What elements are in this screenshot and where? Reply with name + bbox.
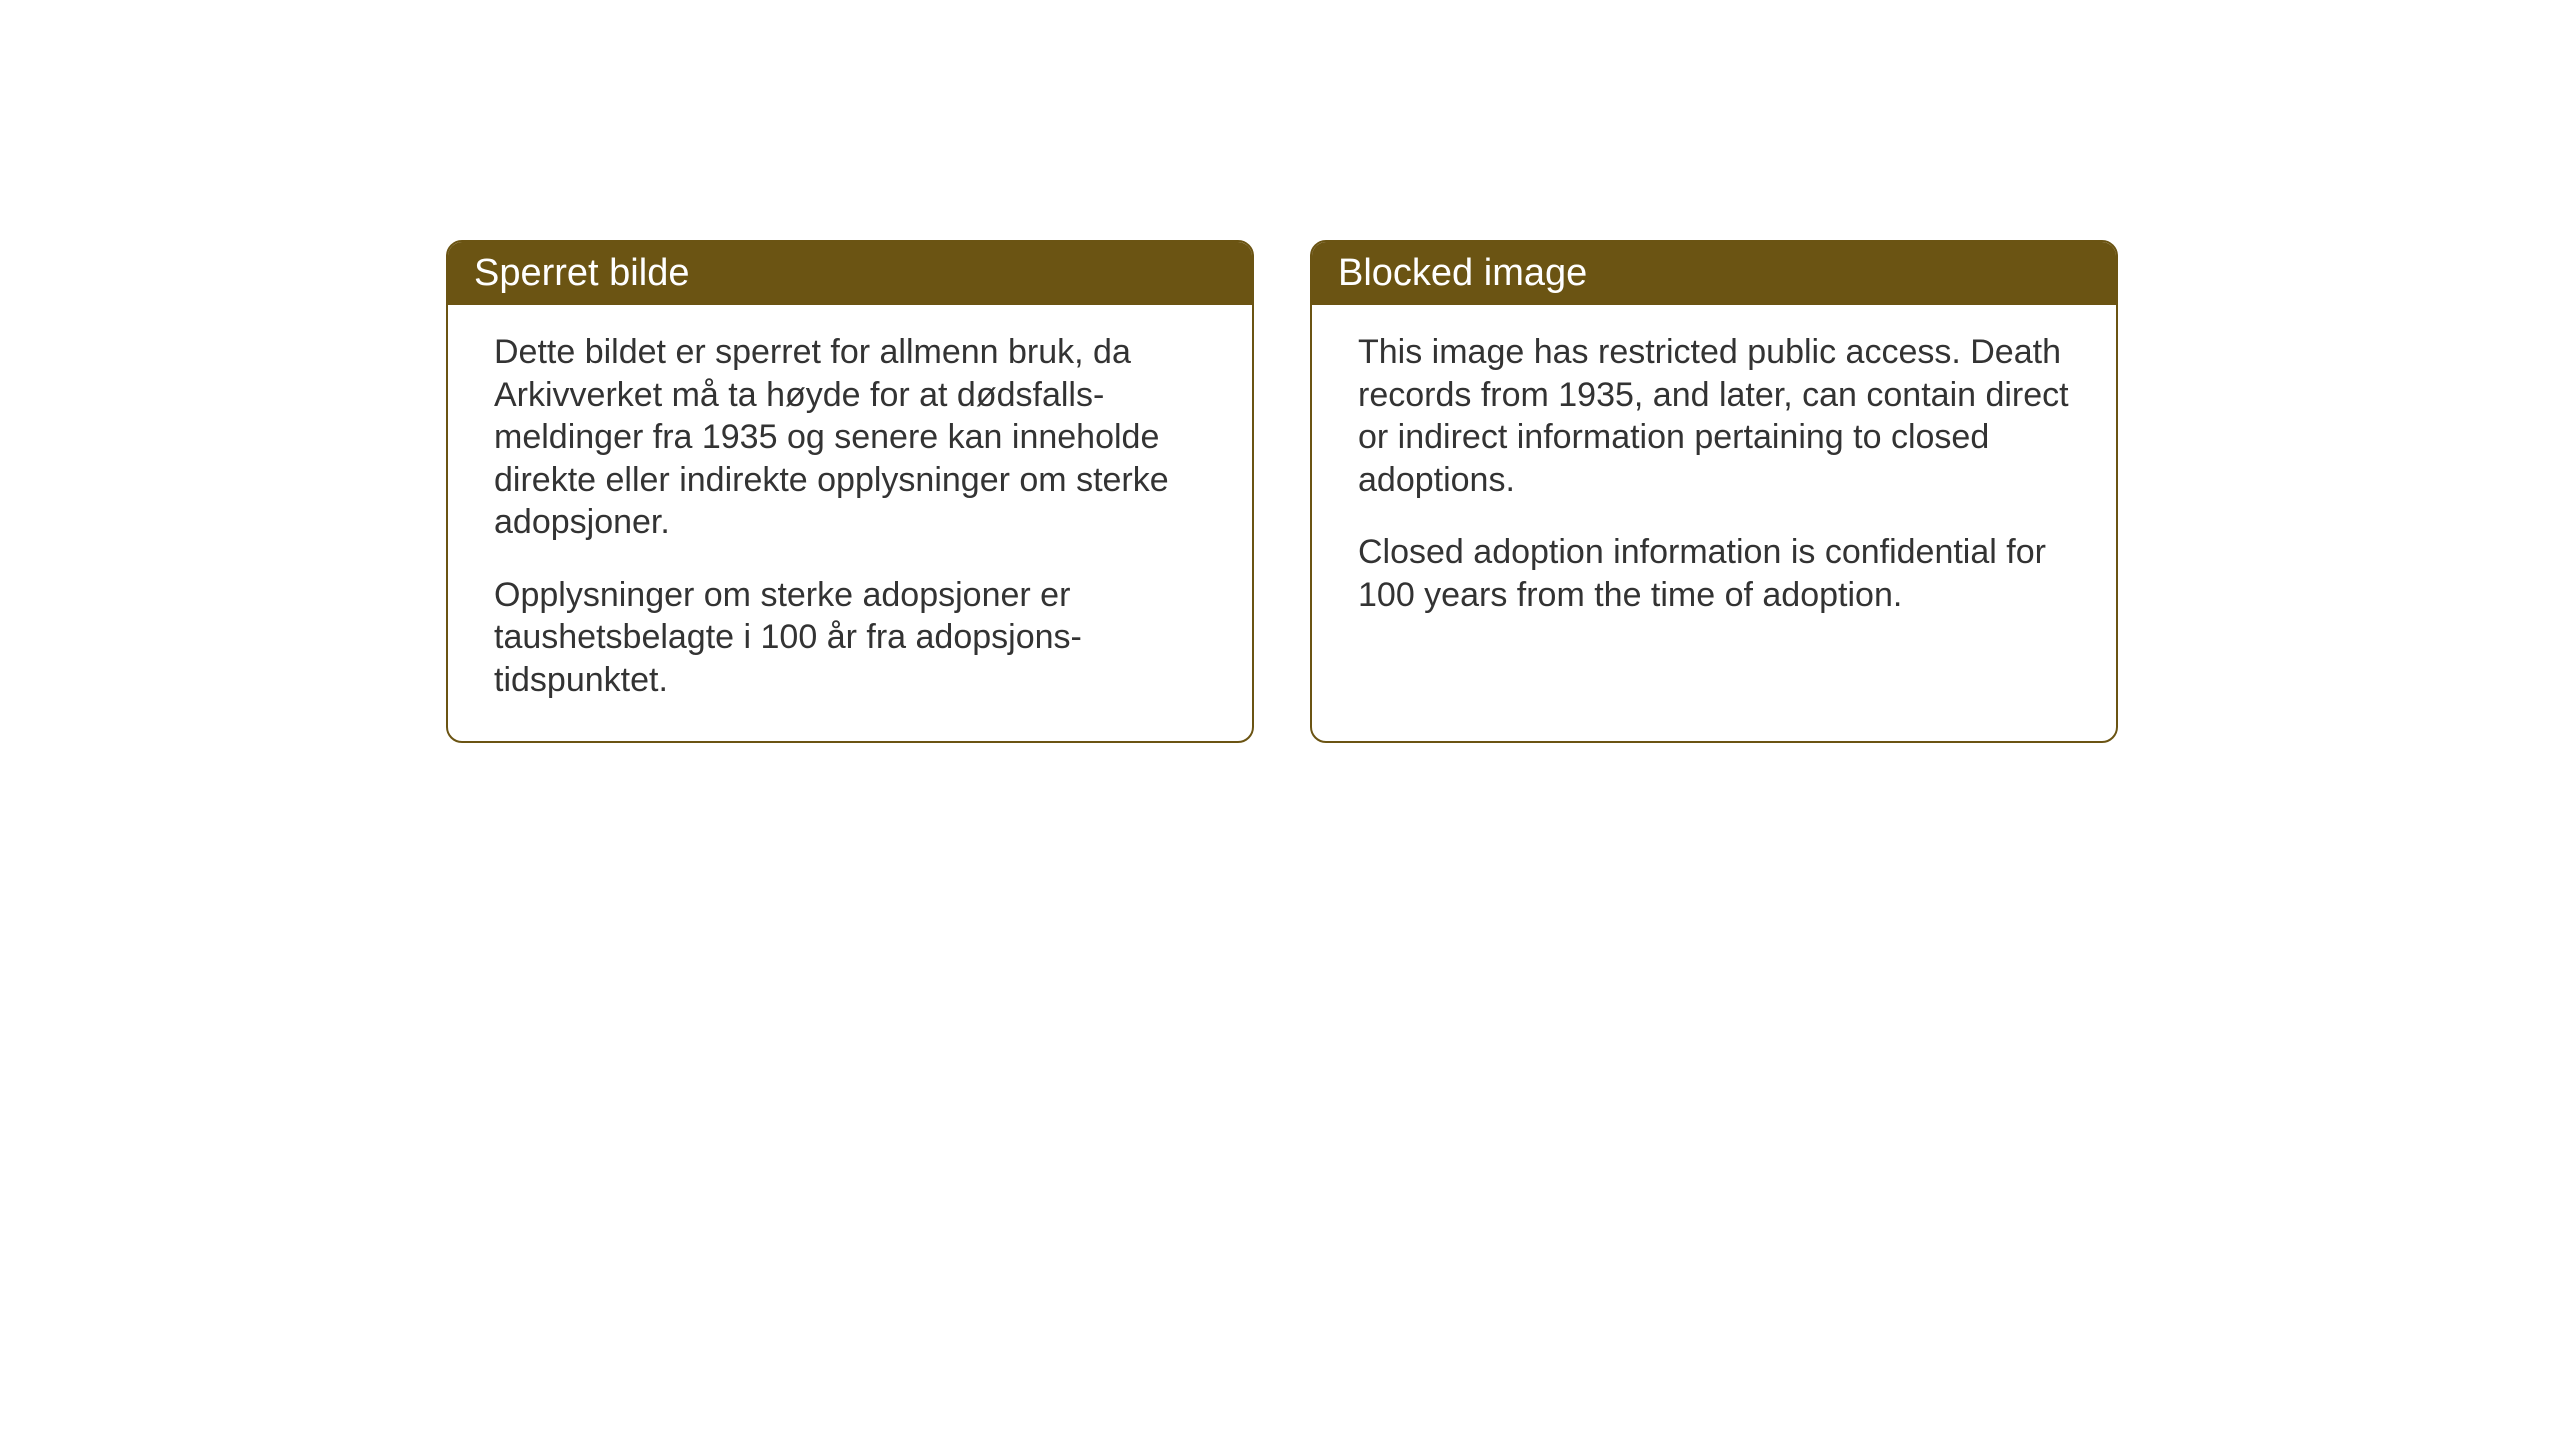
info-box-body-norwegian: Dette bildet er sperret for allmenn bruk… (448, 305, 1252, 741)
info-box-paragraph-2-norwegian: Opplysninger om sterke adopsjoner er tau… (494, 574, 1206, 702)
info-box-norwegian: Sperret bilde Dette bildet er sperret fo… (446, 240, 1254, 743)
info-box-english: Blocked image This image has restricted … (1310, 240, 2118, 743)
info-box-paragraph-1-norwegian: Dette bildet er sperret for allmenn bruk… (494, 331, 1206, 544)
info-box-header-english: Blocked image (1312, 242, 2116, 305)
info-boxes-container: Sperret bilde Dette bildet er sperret fo… (446, 240, 2118, 743)
info-box-paragraph-1-english: This image has restricted public access.… (1358, 331, 2070, 501)
info-box-title-english: Blocked image (1338, 252, 1587, 294)
info-box-title-norwegian: Sperret bilde (474, 252, 689, 294)
info-box-paragraph-2-english: Closed adoption information is confident… (1358, 531, 2070, 616)
info-box-body-english: This image has restricted public access.… (1312, 305, 2116, 656)
info-box-header-norwegian: Sperret bilde (448, 242, 1252, 305)
